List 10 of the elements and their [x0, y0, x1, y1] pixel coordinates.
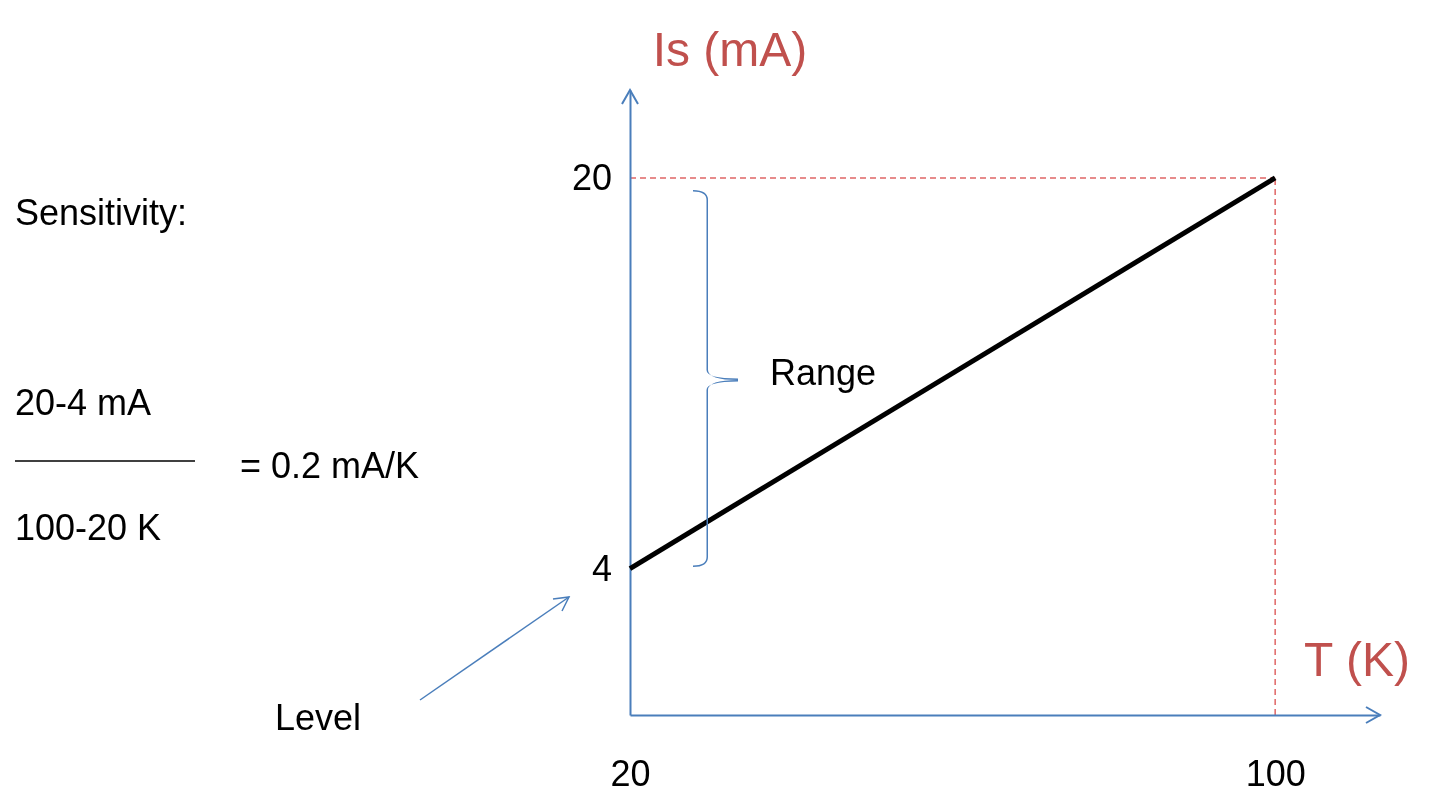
text: Sensitivity: [15, 192, 188, 233]
y-tick-label: 4 [591, 547, 612, 589]
text: 100-20 K [15, 507, 162, 548]
annotation: Range [770, 352, 877, 393]
text: = 0.2 mA/K [240, 445, 420, 486]
y-axis-title: Is (mA) [652, 23, 808, 76]
text: 20-4 mA [15, 382, 152, 423]
x-tick-label: 100 [1245, 752, 1306, 794]
x-axis-title: T (K) [1304, 633, 1410, 686]
text: Level [275, 697, 362, 738]
